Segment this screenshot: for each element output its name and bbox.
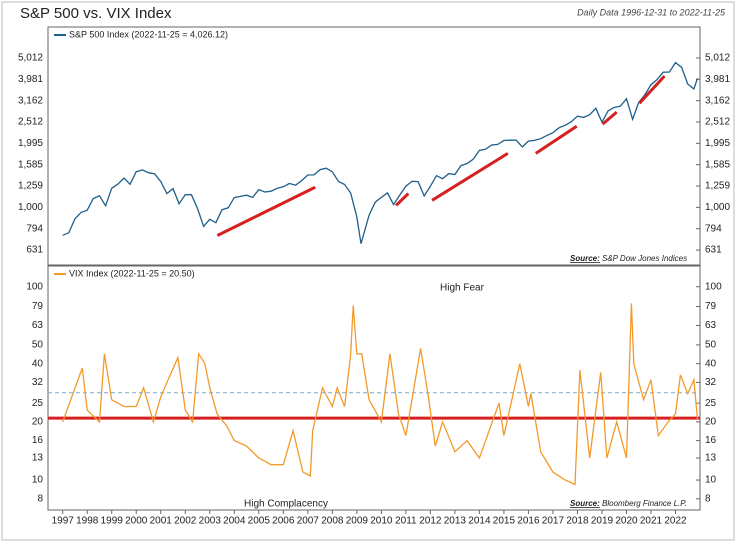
y-tick-label: 50 <box>32 340 44 351</box>
y2-tick-label: 100 <box>705 281 722 292</box>
x-tick-label: 2011 <box>395 516 417 527</box>
y-tick-label: 16 <box>32 435 44 446</box>
source-label: Source: <box>570 499 600 508</box>
y2-tick-label: 8 <box>705 493 711 504</box>
x-tick-label: 1999 <box>101 516 124 527</box>
annotation: High Fear <box>440 283 485 294</box>
source-text: Bloomberg Finance L.P. <box>602 499 687 508</box>
x-tick-label: 2015 <box>493 516 516 527</box>
y2-tick-label: 20 <box>705 416 717 427</box>
y-tick-label: 1,259 <box>18 181 43 192</box>
y2-tick-label: 13 <box>705 453 717 464</box>
y2-tick-label: 631 <box>705 245 722 256</box>
x-tick-label: 2016 <box>517 516 540 527</box>
x-tick-label: 2018 <box>566 516 589 527</box>
x-tick-label: 2003 <box>199 516 222 527</box>
y-tick-label: 13 <box>32 453 44 464</box>
chart-subtitle: Daily Data 1996-12-31 to 2022-11-25 <box>577 7 726 17</box>
trend-line <box>638 75 666 105</box>
chart-title: S&P 500 vs. VIX Index <box>20 5 172 22</box>
y2-tick-label: 794 <box>705 223 722 234</box>
y2-tick-label: 1,259 <box>705 181 730 192</box>
x-tick-label: 2014 <box>468 516 491 527</box>
legend-label: VIX Index (2022-11-25 = 20.50) <box>69 268 195 278</box>
y-tick-label: 79 <box>32 301 44 312</box>
y-tick-label: 631 <box>26 245 43 256</box>
x-tick-label: 2013 <box>444 516 467 527</box>
x-tick-label: 2012 <box>419 516 442 527</box>
x-tick-label: 2006 <box>272 516 295 527</box>
y2-tick-label: 25 <box>705 398 717 409</box>
series-line <box>62 303 699 486</box>
y-tick-label: 25 <box>32 398 44 409</box>
x-tick-label: 2007 <box>297 516 320 527</box>
y2-tick-label: 3,981 <box>705 74 730 85</box>
x-tick-label: 2000 <box>125 516 148 527</box>
x-tick-label: 2008 <box>321 516 344 527</box>
y2-tick-label: 10 <box>705 475 717 486</box>
legend-label: S&P 500 Index (2022-11-25 = 4,026.12) <box>69 29 228 39</box>
series-line <box>62 61 699 244</box>
trend-line <box>601 110 618 126</box>
y2-tick-label: 40 <box>705 358 717 369</box>
x-tick-label: 2021 <box>640 516 663 527</box>
y2-tick-label: 50 <box>705 340 717 351</box>
y2-tick-label: 1,000 <box>705 202 730 213</box>
x-tick-label: 2002 <box>174 516 197 527</box>
y2-tick-label: 79 <box>705 301 717 312</box>
source-text: S&P Dow Jones Indices <box>602 254 687 263</box>
x-tick-label: 1997 <box>52 516 75 527</box>
y2-tick-label: 63 <box>705 320 717 331</box>
y-tick-label: 1,585 <box>18 159 43 170</box>
trend-line <box>216 185 316 237</box>
x-tick-label: 2017 <box>542 516 565 527</box>
annotation: High Complacency <box>244 499 328 510</box>
trend-line <box>395 192 410 207</box>
y-tick-label: 794 <box>26 223 43 234</box>
y-tick-label: 3,981 <box>18 74 43 85</box>
y2-tick-label: 3,162 <box>705 95 730 106</box>
plot-area <box>47 26 701 266</box>
y2-tick-label: 1,585 <box>705 159 730 170</box>
y2-tick-label: 32 <box>705 377 717 388</box>
y-tick-label: 2,512 <box>18 117 43 128</box>
trend-line <box>534 124 578 155</box>
y-tick-label: 8 <box>37 493 43 504</box>
x-tick-label: 2001 <box>150 516 173 527</box>
y-tick-label: 10 <box>32 475 44 486</box>
y-tick-label: 40 <box>32 358 44 369</box>
x-tick-label: 2019 <box>591 516 614 527</box>
y2-tick-label: 2,512 <box>705 117 730 128</box>
y-tick-label: 63 <box>32 320 44 331</box>
y-tick-label: 100 <box>26 281 43 292</box>
x-tick-label: 2020 <box>615 516 638 527</box>
y-tick-label: 32 <box>32 377 44 388</box>
y2-tick-label: 16 <box>705 435 717 446</box>
y-tick-label: 5,012 <box>18 53 43 64</box>
y2-tick-label: 5,012 <box>705 53 730 64</box>
x-tick-label: 2005 <box>248 516 271 527</box>
plot-area <box>47 265 701 511</box>
x-tick-label: 2009 <box>346 516 369 527</box>
y-tick-label: 20 <box>32 416 44 427</box>
x-tick-label: 2010 <box>370 516 393 527</box>
y-tick-label: 1,995 <box>18 138 43 149</box>
y2-tick-label: 1,995 <box>705 138 730 149</box>
y-tick-label: 1,000 <box>18 202 43 213</box>
x-tick-label: 2022 <box>664 516 687 527</box>
y-tick-label: 3,162 <box>18 95 43 106</box>
x-tick-label: 1998 <box>76 516 99 527</box>
trend-line <box>431 152 509 202</box>
x-tick-label: 2004 <box>223 516 246 527</box>
source-label: Source: <box>570 254 600 263</box>
